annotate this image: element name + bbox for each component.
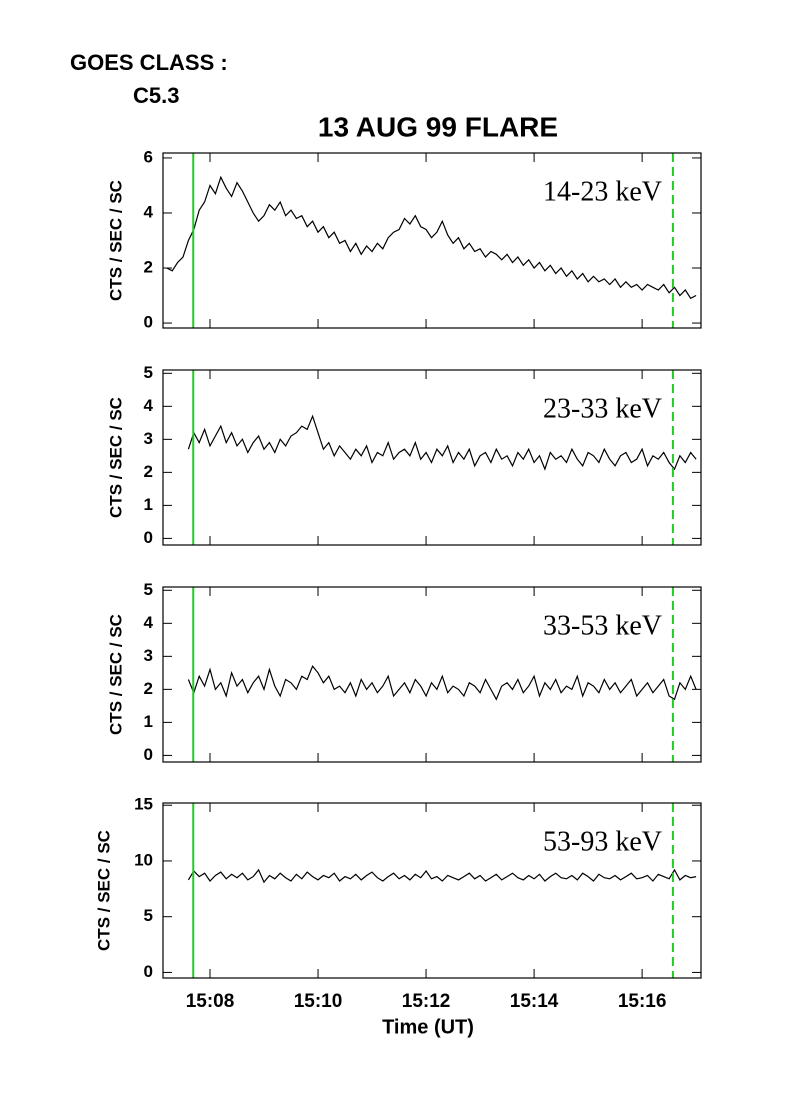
y-tick-label: 4	[144, 396, 154, 415]
y-tick-label: 3	[144, 646, 153, 665]
y-tick-label: 1	[144, 495, 153, 514]
y-tick-label: 2	[144, 258, 153, 277]
y-axis-label: CTS / SEC / SC	[106, 614, 125, 735]
plot-frame	[162, 152, 702, 329]
x-tick-label: 15:10	[294, 991, 343, 1012]
y-tick-label: 3	[144, 429, 153, 448]
band-label: 53-93 keV	[543, 826, 662, 857]
plot-frame	[162, 802, 702, 979]
y-tick-label: 0	[144, 313, 153, 332]
y-tick-label: 4	[144, 202, 154, 221]
data-line	[187, 868, 697, 884]
y-tick-label: 0	[144, 528, 153, 547]
y-tick-label: 2	[144, 462, 153, 481]
x-tick-label: 15:08	[186, 991, 235, 1012]
band-label: 14-23 keV	[543, 176, 662, 207]
y-tick-label: 2	[144, 679, 153, 698]
plot-frame	[162, 369, 702, 546]
plot-frame	[162, 586, 702, 763]
y-axis-label: CTS / SEC / SC	[106, 397, 125, 518]
y-tick-label: 6	[144, 147, 153, 166]
y-tick-label: 5	[144, 363, 153, 382]
y-tick-label: 5	[144, 580, 153, 599]
band-label: 23-33 keV	[543, 393, 662, 424]
y-tick-label: 1	[144, 712, 153, 731]
y-tick-label: 15	[134, 795, 153, 814]
y-tick-label: 4	[144, 613, 154, 632]
y-tick-label: 0	[144, 962, 153, 981]
y-tick-label: 0	[144, 745, 153, 764]
y-tick-label: 10	[134, 850, 153, 869]
goes-class-label: GOES CLASS :	[70, 50, 228, 75]
y-axis-label: CTS / SEC / SC	[106, 180, 125, 301]
band-label: 33-53 keV	[543, 610, 662, 641]
data-line	[187, 414, 697, 471]
y-tick-label: 5	[144, 906, 153, 925]
data-line	[187, 665, 697, 701]
data-line	[166, 175, 697, 300]
x-axis-label: Time (UT)	[382, 1016, 474, 1038]
x-tick-label: 15:14	[510, 991, 559, 1012]
y-axis-label: CTS / SEC / SC	[94, 830, 113, 951]
chart-title: 13 AUG 99 FLARE	[318, 111, 558, 142]
x-tick-label: 15:16	[618, 991, 667, 1012]
x-tick-label: 15:12	[402, 991, 451, 1012]
goes-class-value: C5.3	[133, 83, 179, 108]
